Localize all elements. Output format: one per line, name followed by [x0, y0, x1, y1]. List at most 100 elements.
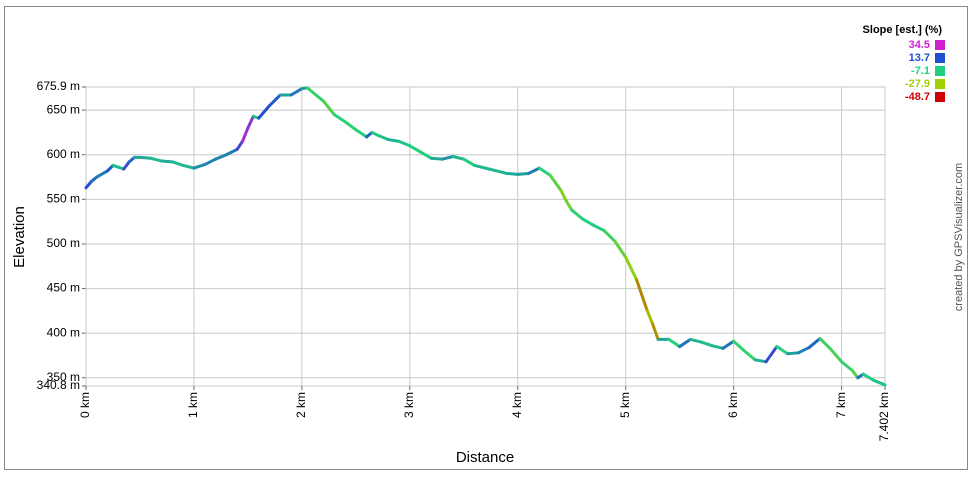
y-tick-label: 400 m — [47, 325, 80, 339]
credit: created by GPSVisualizer.com — [953, 163, 965, 311]
profile-segment — [268, 93, 282, 108]
profile-segment — [397, 139, 412, 148]
legend-label: -7.1 — [911, 65, 930, 77]
profile-segment — [796, 345, 811, 355]
profile-segment — [548, 173, 563, 192]
profile-segment — [786, 351, 800, 356]
legend-title: Slope [est.] (%) — [863, 24, 943, 36]
profile-segment — [602, 229, 617, 243]
profile-segment — [451, 155, 466, 161]
y-tick-label: 675.9 m — [37, 79, 80, 93]
profile-segment — [386, 138, 401, 143]
profile-segment — [872, 378, 887, 387]
profile-segment — [429, 156, 444, 161]
profile-segment — [516, 171, 531, 176]
y-tick-label: 650 m — [47, 102, 80, 116]
profile-segment — [224, 147, 239, 157]
legend-label: 13.7 — [909, 52, 930, 64]
x-tick-label: 3 km — [402, 392, 416, 418]
y-tick-label: 600 m — [47, 147, 80, 161]
profile-segment — [861, 372, 876, 382]
profile-segment — [483, 166, 498, 173]
profile-segment — [645, 309, 655, 326]
plot-area — [85, 86, 886, 387]
profile-segment — [807, 337, 822, 349]
profile-segment — [721, 339, 736, 350]
profile-segment — [678, 337, 692, 349]
profile-segment — [289, 87, 304, 97]
profile-segment — [192, 163, 207, 170]
profile-segment — [527, 166, 541, 175]
profile-segment — [95, 169, 110, 179]
profile-segment — [149, 156, 164, 163]
profile-segment — [235, 139, 245, 151]
x-tick-label: 7 km — [834, 392, 848, 418]
profile-segment — [181, 163, 196, 170]
x-tick-label: 4 km — [510, 392, 524, 418]
x-tick-label: 0 km — [78, 392, 92, 418]
profile-segment — [710, 344, 725, 350]
legend-swatch — [935, 66, 945, 76]
profile-segment — [559, 188, 568, 203]
x-tick-label: 6 km — [726, 392, 740, 418]
y-axis-title: Elevation — [11, 206, 28, 268]
profile-segment — [635, 278, 649, 313]
x-tick-label: 7.402 km — [877, 392, 891, 441]
profile-segment — [332, 113, 347, 124]
profile-segment — [321, 99, 336, 117]
x-tick-label: 2 km — [294, 392, 308, 418]
profile-segment — [343, 120, 358, 132]
profile-segment — [764, 345, 779, 364]
profile-segment — [775, 345, 790, 356]
profile-segment — [257, 104, 272, 120]
legend-label: 34.5 — [909, 39, 930, 51]
profile-segment — [818, 337, 833, 351]
legend-swatch — [935, 53, 945, 63]
profile-segment — [138, 155, 153, 160]
x-axis-title: Distance — [456, 449, 514, 466]
profile-segment — [494, 169, 509, 175]
profile-segment — [419, 150, 433, 160]
legend-label: -48.7 — [905, 91, 930, 103]
profile-segment — [699, 340, 714, 348]
profile-segment — [354, 128, 369, 139]
y-tick-label: 450 m — [47, 281, 80, 295]
legend-swatch — [935, 40, 945, 50]
y-tick-label: 550 m — [47, 192, 80, 206]
x-tick-label: 1 km — [186, 392, 200, 418]
profile-segment — [742, 349, 757, 362]
profile-segment — [408, 144, 423, 154]
profile-segment — [246, 114, 255, 130]
profile-segment — [624, 255, 639, 282]
y-tick-label: 350 m — [47, 370, 80, 384]
profile-segment — [375, 133, 390, 142]
profile-segment — [311, 90, 325, 103]
profile-segment — [462, 157, 477, 167]
profile-segment — [591, 223, 606, 233]
profile-segment — [214, 153, 228, 161]
profile-segment — [537, 166, 552, 177]
profile-segment — [473, 163, 487, 170]
y-tick-label: 340.8 m — [37, 378, 80, 392]
profile-segment — [564, 199, 574, 212]
profile-segment — [170, 160, 185, 167]
legend-swatch — [935, 79, 945, 89]
profile-segment — [570, 208, 585, 221]
profile-segment — [203, 157, 218, 167]
profile-segment — [440, 155, 455, 161]
x-tick-label: 5 km — [618, 392, 632, 418]
profile-segment — [688, 337, 703, 344]
profile-segment — [732, 339, 746, 353]
profile-segment — [581, 217, 595, 227]
profile-segment — [241, 126, 250, 143]
profile-segment — [651, 322, 660, 341]
y-tick-label: 500 m — [47, 236, 80, 250]
profile-segment — [613, 239, 628, 259]
profile-segment — [840, 360, 854, 373]
profile-segment — [753, 358, 768, 364]
profile-segment — [667, 337, 682, 349]
profile-segment — [160, 159, 174, 164]
profile-segment — [505, 171, 520, 176]
legend-swatch — [935, 92, 945, 102]
